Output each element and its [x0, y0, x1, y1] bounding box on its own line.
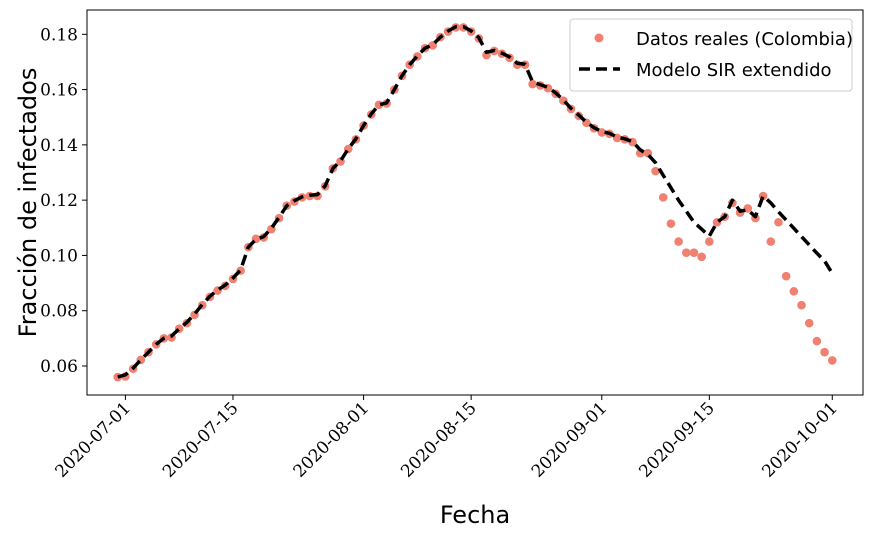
- data-point: [658, 193, 668, 202]
- y-tick-label: 0.16: [40, 81, 78, 101]
- data-point: [781, 271, 791, 281]
- x-tick-label: 2020-09-15: [635, 398, 718, 481]
- data-point: [774, 217, 783, 227]
- model-line: [117, 24, 834, 379]
- x-axis-title: Fecha: [440, 501, 510, 529]
- data-point: [804, 318, 814, 328]
- y-tick-label: 0.08: [40, 302, 78, 322]
- data-point: [674, 237, 683, 246]
- data-point: [705, 237, 714, 246]
- data-point: [812, 336, 822, 346]
- legend: Datos reales (Colombia) Modelo SIR exten…: [569, 18, 853, 92]
- legend-label-modelo: Modelo SIR extendido: [636, 60, 832, 81]
- x-tick-label: 2020-07-01: [52, 398, 135, 481]
- plot-frame: [86, 9, 864, 396]
- y-tick-label: 0.12: [40, 191, 78, 211]
- x-tick-label: 2020-08-15: [397, 398, 480, 481]
- data-point: [827, 356, 837, 365]
- data-point: [666, 219, 676, 228]
- data-point: [681, 248, 691, 257]
- data-point: [612, 133, 622, 143]
- y-tick-label: 0.18: [40, 25, 78, 45]
- data-point: [428, 41, 438, 50]
- y-tick-label: 0.14: [40, 136, 78, 156]
- legend-label-datos: Datos reales (Colombia): [636, 29, 853, 50]
- data-point: [528, 79, 537, 89]
- data-point: [797, 300, 806, 310]
- data-point: [820, 347, 829, 357]
- y-axis-title: Fracción de infectados: [14, 68, 42, 338]
- legend-frame: [569, 18, 853, 92]
- x-tick-label: 2020-10-01: [758, 398, 841, 481]
- data-point: [697, 252, 706, 262]
- data-point: [789, 287, 799, 296]
- x-tick-label: 2020-07-15: [159, 398, 242, 481]
- data-point: [766, 237, 776, 246]
- x-tick-label: 2020-09-01: [528, 398, 611, 481]
- legend-marker-datos: [594, 33, 604, 43]
- y-tick-label: 0.10: [40, 246, 78, 266]
- series-layer: [113, 23, 837, 382]
- data-point: [597, 128, 607, 137]
- y-tick-label: 0.06: [40, 357, 78, 377]
- data-point: [743, 204, 753, 213]
- x-tick-label: 2020-08-01: [290, 398, 373, 481]
- data-point: [651, 166, 660, 176]
- data-point: [689, 248, 699, 257]
